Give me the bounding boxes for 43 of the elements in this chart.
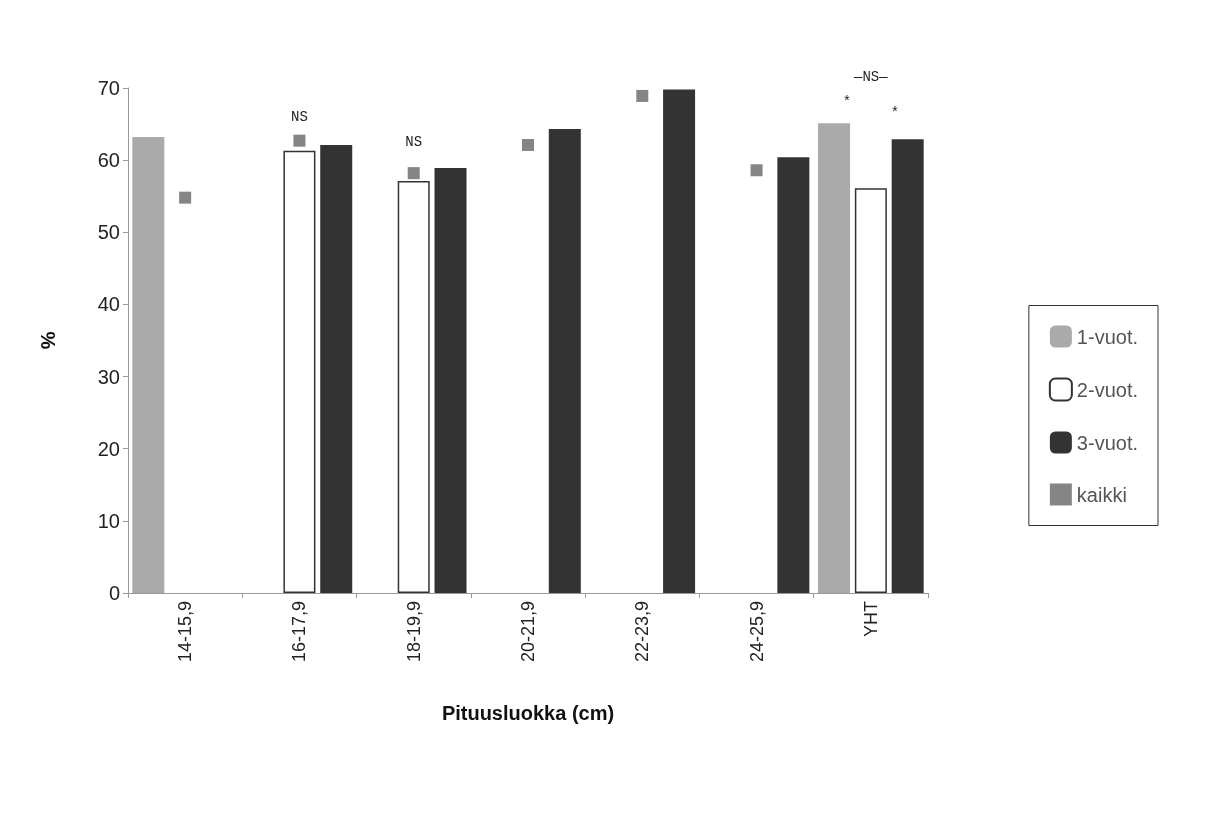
legend-label: kaikki	[1076, 483, 1127, 506]
y-tick-label: 10	[97, 509, 120, 532]
bar	[548, 129, 581, 593]
legend-label: 2-vuot.	[1076, 378, 1139, 401]
annotation: NS	[291, 108, 308, 125]
x-tick-label: 24-25,9	[746, 601, 767, 663]
y-axis-title: %	[37, 331, 59, 350]
bar	[777, 157, 810, 593]
point	[179, 191, 192, 204]
text: —NS—	[853, 69, 889, 86]
y-tick-label: 0	[108, 582, 120, 604]
y-tick-label: 20	[97, 437, 120, 460]
bar	[818, 123, 851, 593]
bar	[132, 137, 165, 593]
annotation: NS	[405, 134, 423, 151]
point	[522, 138, 534, 151]
legend-label: 3-vuot.	[1076, 431, 1139, 454]
y-tick-label: 70	[97, 77, 120, 99]
x-tick-label: 16-17,9	[289, 601, 310, 663]
bar	[663, 89, 696, 593]
x-axis-title: Pituusluokka (cm)	[441, 702, 615, 724]
x-tick-label: 22-23,9	[632, 601, 653, 663]
annotation: *	[890, 105, 900, 122]
point	[636, 89, 649, 102]
bar	[320, 144, 353, 593]
bar	[891, 139, 924, 593]
y-tick-label: 30	[97, 365, 120, 388]
y-tick-label: 40	[97, 293, 120, 316]
y-tick-label: 50	[97, 221, 120, 244]
y-tick-label: 60	[97, 149, 120, 172]
bar	[397, 181, 430, 593]
point	[750, 164, 763, 177]
x-tick-label: 20-21,9	[518, 601, 538, 663]
bar	[434, 168, 467, 593]
bar	[283, 150, 316, 593]
point	[293, 134, 306, 147]
point	[407, 167, 420, 180]
legend-label: 1-vuot.	[1076, 325, 1139, 348]
x-tick-label: 14-15,9	[175, 601, 196, 663]
annotation: *	[842, 93, 852, 110]
x-tick-label: 18-19,9	[403, 601, 424, 663]
bar	[854, 188, 887, 593]
x-tick-label: YHT	[860, 601, 881, 637]
